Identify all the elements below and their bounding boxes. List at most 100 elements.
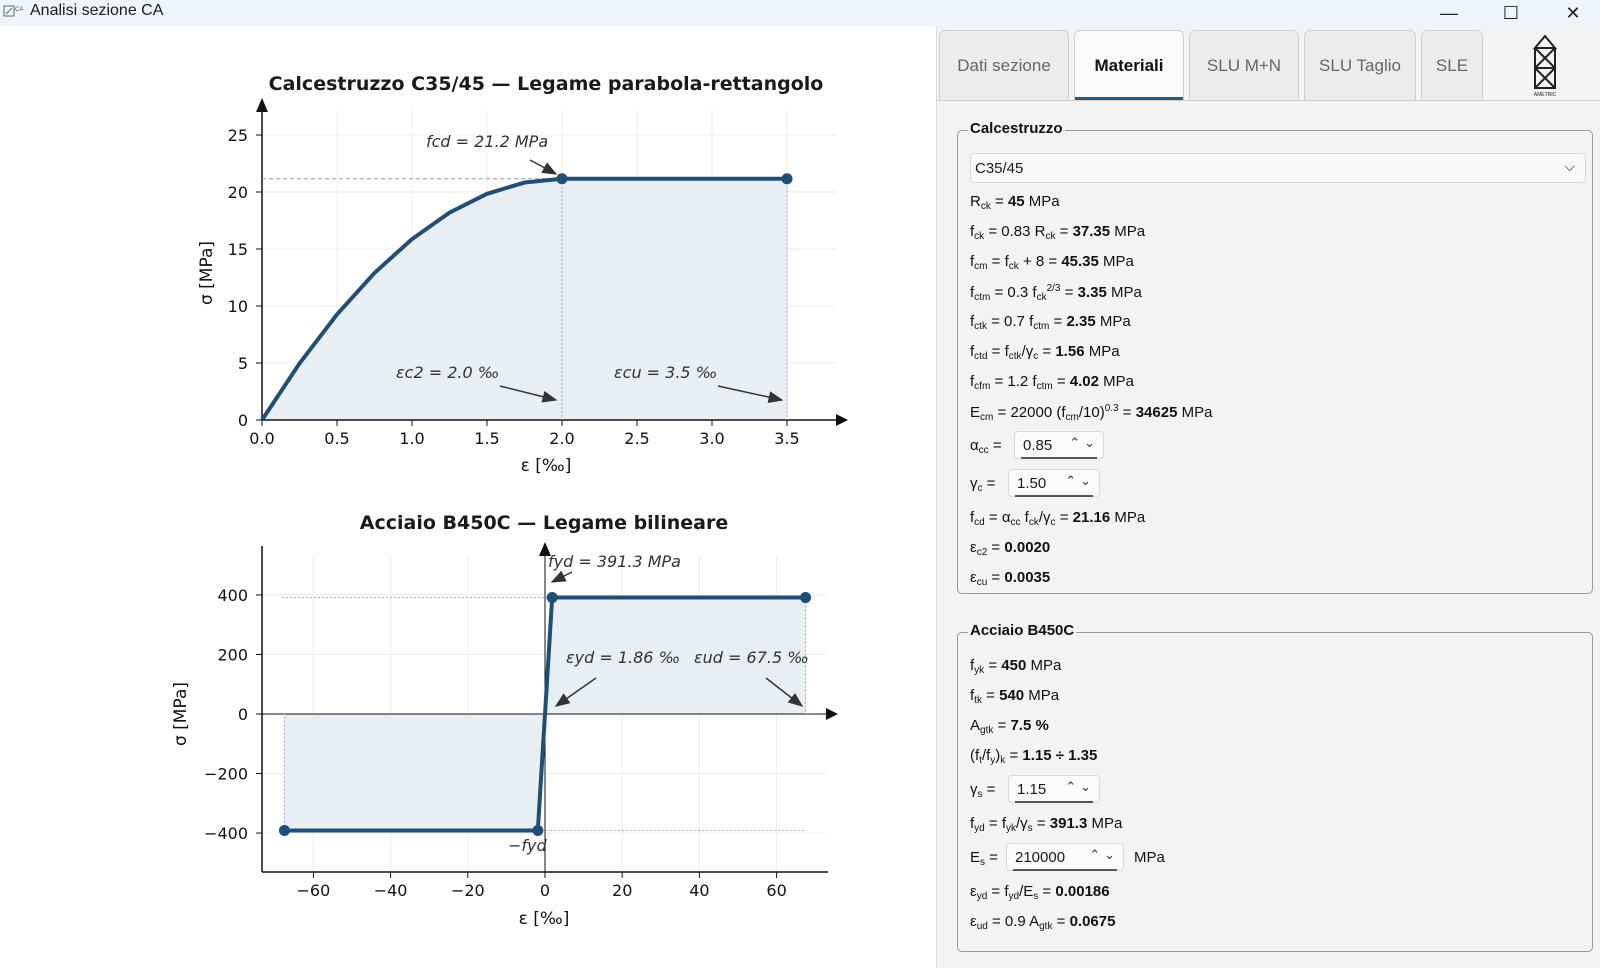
concrete-group-title: Calcestruzzo (968, 120, 1065, 137)
gamma-s-spinbox[interactable]: 1.15 ⌃⌄ (1008, 775, 1100, 803)
curve-marker (800, 592, 812, 604)
fcd-value: 21.16 (1072, 509, 1111, 526)
es-spinbox[interactable]: 210000 ⌃⌄ (1006, 843, 1124, 871)
y-tick-label: −200 (204, 765, 248, 784)
agtk-value: 7.5 % (1010, 717, 1049, 734)
rck-row: Rck = 45 MPa (970, 193, 1060, 212)
concrete-y-label: σ [MPa] (197, 241, 217, 305)
concrete-curve (260, 176, 787, 422)
y-tick-label: 25 (228, 126, 248, 145)
x-tick-label: 3.5 (774, 429, 799, 448)
steel-x-label: ε [‰] (519, 909, 570, 929)
fcfm-value: 4.02 (1069, 373, 1099, 390)
gamma-s-label: γs = (970, 781, 996, 800)
es-value: 210000 (1015, 848, 1066, 866)
fctm-value: 3.35 (1077, 284, 1107, 301)
fcd-annotation: fcd = 21.2 MPa (426, 132, 548, 151)
y-tick-label: 0 (238, 411, 248, 430)
company-logo: AMETRIC (1525, 32, 1565, 98)
tab-separator (937, 100, 1600, 101)
ec2-value: 0.0020 (1004, 539, 1051, 556)
y-tick-label: 15 (228, 240, 248, 259)
tab-slu-mn[interactable]: SLU M+N (1189, 30, 1299, 100)
ecm-row: Ecm = 22000 (fcm/10)0.3 = 34625 MPa (970, 403, 1213, 423)
ec2-row: εc2 = 0.0020 (970, 539, 1051, 558)
x-tick-label: 20 (612, 881, 632, 900)
curve-marker (532, 824, 544, 836)
close-button[interactable]: ✕ (1565, 2, 1581, 23)
spin-arrows-icon[interactable]: ⌃⌄ (1089, 847, 1119, 862)
tab-slu-taglio[interactable]: SLU Taglio (1304, 30, 1416, 100)
x-tick-label: −20 (451, 881, 485, 900)
stress-strain-charts: Calcestruzzo C35/45 — Legame parabola-re… (171, 73, 848, 929)
steel-curve (284, 595, 806, 833)
fcd-arrow (529, 159, 558, 175)
steel-chart: Acciaio B450C — Legame bilineare −60 −40 −… (171, 512, 838, 929)
eyd-annotation: εyd = 1.86 ‰ (566, 648, 680, 667)
steel-y-label: σ [MPa] (171, 682, 191, 746)
gamma-c-value: 1.50 (1017, 474, 1047, 492)
concrete-chart-title: Calcestruzzo C35/45 — Legame parabola-re… (269, 73, 824, 95)
plots-area: Calcestruzzo C35/45 — Legame parabola-re… (0, 26, 936, 968)
ecu-arrow (717, 385, 784, 403)
eyd-value: 0.00186 (1055, 883, 1110, 900)
fck-value: 37.35 (1072, 223, 1111, 240)
es-unit: MPa (1134, 849, 1165, 866)
eud-row: εud = 0.9 Agtk = 0.0675 (970, 913, 1116, 932)
concrete-class-select[interactable]: C35/45 ⌵ (970, 153, 1586, 183)
app-icon: CA (3, 4, 23, 18)
curve-marker (781, 173, 793, 185)
steel-group-title: Acciaio B450C (968, 622, 1077, 639)
tab-sle[interactable]: SLE (1421, 30, 1483, 100)
fyk-value: 450 (1001, 657, 1027, 674)
y-tick-label: 20 (228, 183, 248, 202)
y-tick-label: 400 (217, 586, 248, 605)
gamma-c-spinbox[interactable]: 1.50 ⌃⌄ (1008, 469, 1100, 497)
fctk-value: 2.35 (1066, 313, 1096, 330)
concrete-area (262, 178, 787, 420)
concrete-class-value: C35/45 (975, 159, 1024, 177)
steel-y-axis-arrow (539, 542, 551, 556)
ec2-arrow (499, 385, 558, 403)
y-tick-label: −400 (204, 824, 248, 843)
minimize-button[interactable]: — (1440, 2, 1458, 23)
gamma-c-label: γc = (970, 475, 996, 494)
fyd-annotation: fyd = 391.3 MPa (548, 552, 681, 571)
spin-arrows-icon[interactable]: ⌃⌄ (1069, 435, 1099, 450)
eud-arrow (765, 677, 804, 707)
maximize-button[interactable]: ☐ (1502, 2, 1520, 23)
tab-materiali[interactable]: Materiali (1074, 30, 1184, 100)
fcd-row: fcd = αcc fck/γc = 21.16 MPa (970, 509, 1146, 528)
rck-value: 45 (1007, 193, 1025, 210)
concrete-x-label: ε [‰] (521, 456, 572, 476)
eyd-arrow (554, 677, 597, 707)
x-tick-label: 2.0 (549, 429, 574, 448)
ec2-annotation: εc2 = 2.0 ‰ (396, 363, 499, 382)
spin-arrows-icon[interactable]: ⌃⌄ (1065, 779, 1095, 794)
gamma-s-value: 1.15 (1017, 780, 1047, 798)
eyd-row: εyd = fyd/Es = 0.00186 (970, 883, 1110, 902)
minus-fyd-annotation: −fyd (508, 836, 548, 855)
chevron-down-icon: ⌵ (1564, 158, 1575, 174)
properties-panel: Dati sezione Materiali SLU M+N SLU Tagli… (936, 26, 1600, 968)
eud-annotation: εud = 67.5 ‰ (694, 648, 809, 667)
curve-marker (278, 824, 290, 836)
fyd-row: fyd = fyk/γs = 391.3 MPa (970, 815, 1123, 834)
fcm-value: 45.35 (1061, 253, 1099, 270)
x-tick-label: 1.5 (474, 429, 499, 448)
alpha-cc-value: 0.85 (1023, 436, 1053, 454)
ratio-value: 1.15 ÷ 1.35 (1022, 747, 1098, 764)
x-tick-label: 60 (766, 881, 786, 900)
alpha-cc-spinbox[interactable]: 0.85 ⌃⌄ (1014, 431, 1104, 459)
ecm-value: 34625 (1135, 404, 1178, 421)
tab-dati-sezione[interactable]: Dati sezione (939, 30, 1069, 100)
spin-arrows-icon[interactable]: ⌃⌄ (1065, 473, 1095, 488)
curve-marker (546, 592, 558, 604)
steel-x-axis-arrow (826, 708, 838, 720)
ftk-row: ftk = 540 MPa (970, 687, 1060, 706)
y-tick-label: 5 (238, 354, 248, 373)
x-tick-label: 1.0 (399, 429, 424, 448)
eud-value: 0.0675 (1069, 913, 1116, 930)
concrete-x-axis-arrow (836, 414, 848, 426)
y-tick-label: 10 (228, 297, 248, 316)
